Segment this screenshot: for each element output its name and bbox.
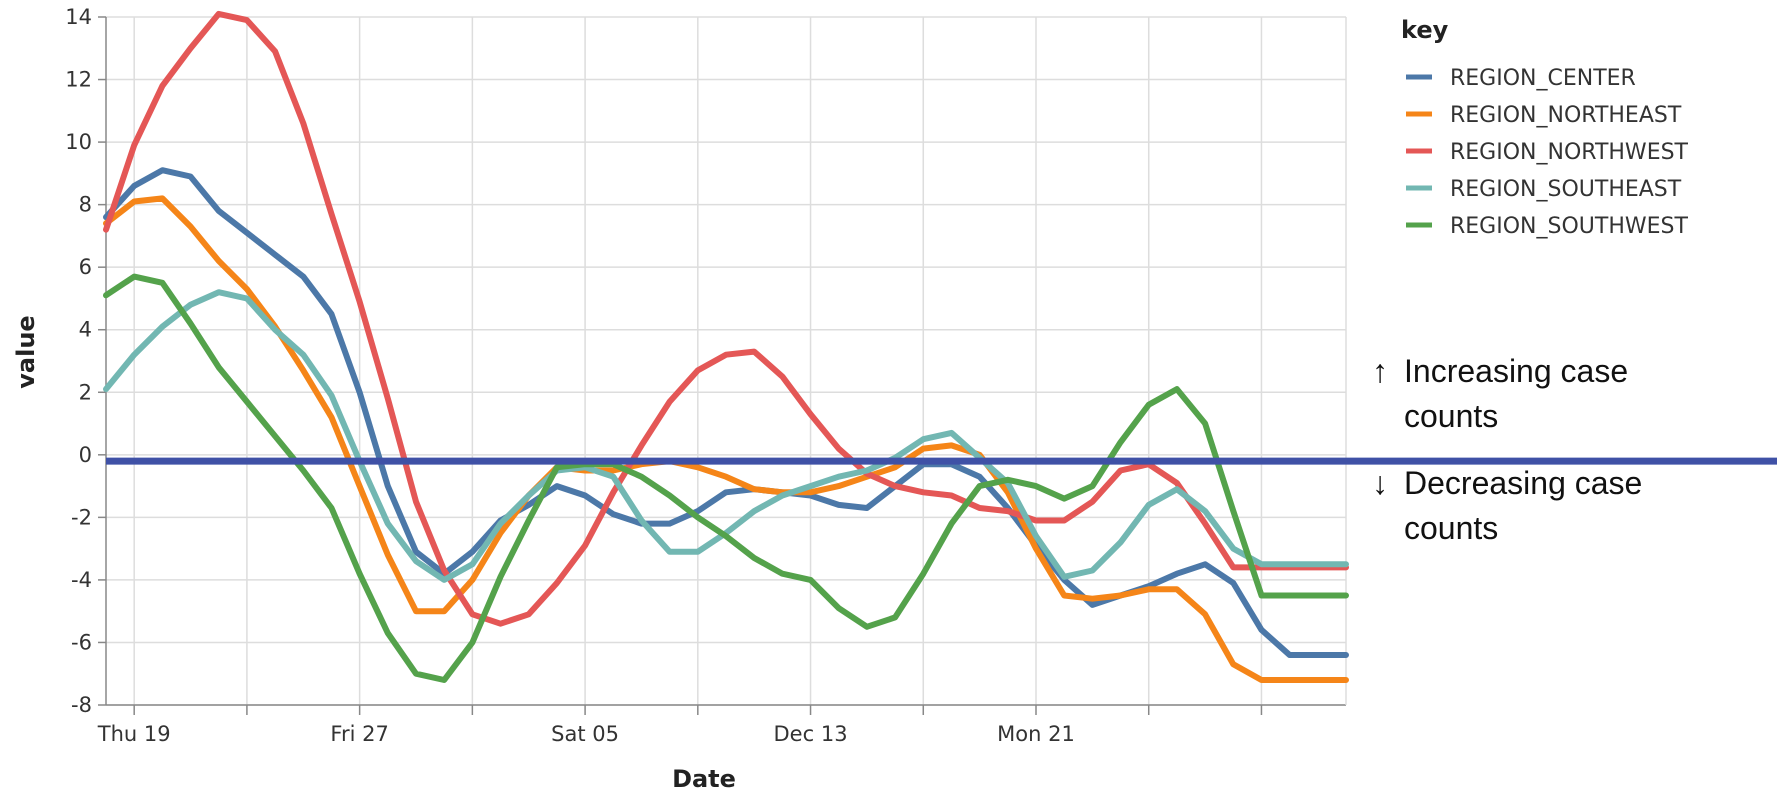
plot-frame <box>105 17 1347 706</box>
y-tick-label: 8 <box>79 193 92 217</box>
series-lines <box>103 10 1349 683</box>
annotation-arrow: ↓ <box>1372 465 1388 501</box>
gridlines <box>106 16 1346 706</box>
series-line-region-center <box>103 167 1349 658</box>
legend: key REGION_CENTER REGION_NORTHEAST REGION_… <box>1401 16 1689 239</box>
x-axis-title: Date <box>672 765 736 792</box>
y-tick-label: 0 <box>79 443 92 467</box>
x-tick-label: Mon 21 <box>997 722 1075 746</box>
legend-label: REGION_NORTHEAST <box>1450 103 1682 128</box>
y-tick-label: 2 <box>79 380 92 404</box>
y-tick-label: 12 <box>65 68 92 92</box>
series-line-region-southwest <box>103 273 1349 683</box>
x-tick-label: Dec 13 <box>774 722 848 746</box>
y-axis: -8 -6 -4 -2 0 2 4 6 8 10 12 14 <box>65 5 106 717</box>
x-axis: Thu 19 Fri 27 Sat 05 Dec 13 Mon 21 <box>97 705 1263 746</box>
x-tick-label: Sat 05 <box>551 722 619 746</box>
y-tick-label: -4 <box>71 568 92 592</box>
legend-label: REGION_SOUTHEAST <box>1450 177 1682 202</box>
legend-label: REGION_SOUTHWEST <box>1450 214 1688 239</box>
annotation-text: counts <box>1404 510 1498 546</box>
annotations: ↑ Increasing case counts ↓ Decreasing case co… <box>1372 353 1642 546</box>
series-line-region-northwest <box>103 10 1349 627</box>
legend-label: REGION_CENTER <box>1450 66 1636 91</box>
annotation-text: Decreasing case <box>1404 465 1642 501</box>
annotation-arrow: ↑ <box>1372 353 1388 389</box>
x-tick-label: Thu 19 <box>97 722 171 746</box>
y-tick-label: -6 <box>71 630 92 654</box>
y-tick-label: 4 <box>79 318 92 342</box>
y-axis-title: value <box>12 315 40 388</box>
series-line-region-northeast <box>103 195 1349 683</box>
y-tick-label: 6 <box>79 255 92 279</box>
y-tick-label: 10 <box>65 130 92 154</box>
y-tick-label: -2 <box>71 505 92 529</box>
annotation-text: counts <box>1404 398 1498 434</box>
y-tick-label: 14 <box>65 5 92 29</box>
x-tick-label: Fri 27 <box>330 722 388 746</box>
legend-title: key <box>1401 16 1449 44</box>
legend-label: REGION_NORTHWEST <box>1450 140 1689 165</box>
y-tick-label: -8 <box>71 693 92 717</box>
annotation-text: Increasing case <box>1404 353 1628 389</box>
